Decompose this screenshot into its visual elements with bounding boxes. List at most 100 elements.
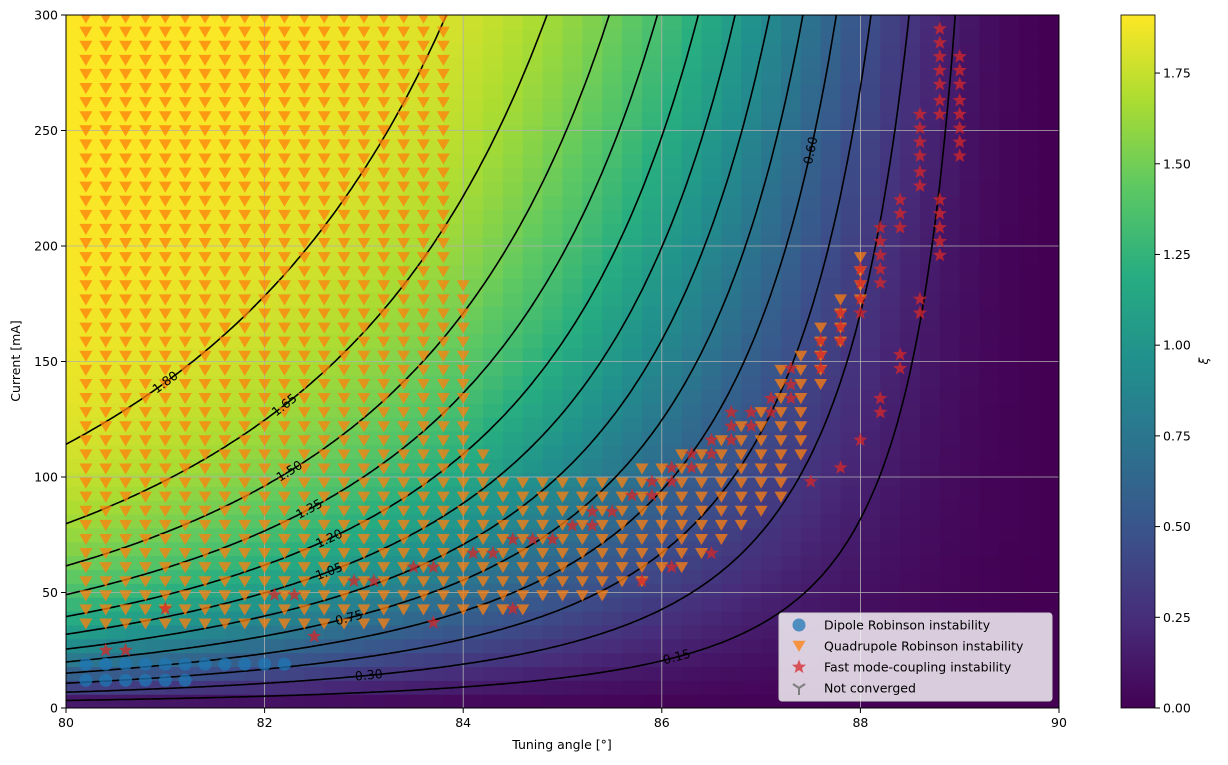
quadrupole-marker — [357, 209, 371, 221]
heatmap-cell — [761, 527, 782, 543]
quadrupole-marker — [317, 223, 331, 235]
quadrupole-marker — [99, 252, 113, 264]
heatmap-cell — [582, 84, 603, 99]
heatmap-cell — [860, 42, 881, 58]
heatmap-cell — [979, 278, 1001, 293]
quadrupole-marker — [436, 195, 450, 207]
heatmap-cell — [304, 125, 325, 141]
quadrupole-marker — [397, 54, 411, 66]
heatmap-cell — [324, 583, 345, 598]
fast-mode-marker — [932, 206, 947, 220]
quadrupole-marker — [436, 238, 450, 250]
fast-mode-marker — [932, 233, 947, 248]
heatmap-cell — [483, 694, 504, 708]
heatmap-cell — [999, 319, 1020, 335]
quadrupole-marker — [297, 449, 311, 461]
heatmap-cell — [562, 84, 583, 99]
heatmap-cell — [483, 319, 504, 335]
heatmap-cell — [959, 209, 981, 224]
quadrupole-marker — [238, 83, 252, 95]
heatmap-cell — [423, 624, 444, 640]
heatmap-cell — [979, 333, 1001, 349]
quadrupole-marker — [119, 153, 133, 165]
quadrupole-marker — [198, 223, 212, 235]
quadrupole-marker — [138, 562, 152, 574]
heatmap-cell — [463, 98, 484, 113]
heatmap-cell — [165, 416, 186, 432]
quadrupole-marker — [178, 576, 192, 588]
quadrupole-marker — [337, 195, 351, 207]
heatmap-cell — [641, 15, 663, 30]
heatmap-cell — [939, 458, 961, 473]
heatmap-cell — [661, 513, 683, 529]
heatmap-cell — [800, 209, 822, 224]
heatmap-cell — [562, 569, 583, 584]
quadrupole-marker — [178, 491, 192, 503]
quadrupole-marker — [297, 125, 311, 137]
quadrupole-marker — [158, 83, 172, 95]
heatmap-cell — [483, 236, 504, 252]
quadrupole-marker — [198, 393, 212, 405]
heatmap-cell — [224, 666, 246, 681]
heatmap-cell — [721, 694, 742, 708]
heatmap-cell — [443, 597, 464, 612]
quadrupole-marker — [158, 252, 172, 264]
heatmap-cell — [363, 486, 385, 501]
heatmap-cell — [1039, 292, 1059, 307]
heatmap-cell — [979, 361, 1001, 376]
heatmap-cell — [443, 444, 464, 460]
quadrupole-marker — [397, 308, 411, 320]
quadrupole-marker — [377, 562, 391, 574]
quadrupole-marker — [119, 111, 133, 123]
quadrupole-marker — [436, 280, 450, 292]
heatmap-cell — [483, 430, 504, 446]
heatmap-cell — [522, 70, 544, 85]
quadrupole-marker — [436, 97, 450, 109]
heatmap-cell — [939, 444, 961, 460]
quadrupole-marker — [337, 125, 351, 137]
colorbar-tick-label: 1.25 — [1163, 247, 1191, 262]
quadrupole-marker — [575, 519, 589, 531]
quadrupole-marker — [198, 209, 212, 221]
quadrupole-marker — [138, 548, 152, 560]
heatmap-cell — [820, 56, 842, 72]
quadrupole-marker — [198, 68, 212, 80]
heatmap-cell — [880, 84, 901, 99]
heatmap-cell — [463, 610, 484, 626]
heatmap-cell — [979, 416, 1001, 432]
heatmap-cell — [403, 167, 425, 182]
heatmap-cell — [840, 15, 861, 30]
quadrupole-marker — [397, 83, 411, 95]
quadrupole-marker — [516, 533, 530, 545]
heatmap-cell — [979, 319, 1001, 335]
heatmap-cell — [403, 112, 425, 127]
quadrupole-marker — [794, 435, 808, 447]
quadrupole-marker — [138, 223, 152, 235]
quadrupole-marker — [377, 407, 391, 419]
heatmap-cell — [999, 209, 1020, 224]
heatmap-cell — [502, 292, 524, 307]
fast-mode-marker — [853, 432, 868, 447]
contour-label-text: 0.75 — [334, 607, 365, 628]
heatmap-cell — [959, 278, 981, 293]
fast-mode-marker — [346, 573, 362, 587]
heatmap-cell — [582, 583, 603, 598]
heatmap-cell — [761, 666, 782, 681]
quadrupole-marker — [357, 435, 371, 447]
quadrupole-marker — [337, 604, 351, 616]
heatmap-cell — [522, 513, 544, 529]
quadrupole-marker — [317, 181, 331, 193]
heatmap-cell — [959, 527, 981, 543]
heatmap-cell — [264, 680, 286, 695]
heatmap-cell — [284, 98, 305, 113]
quadrupole-marker — [138, 83, 152, 95]
heatmap-cell — [681, 652, 703, 668]
heatmap-cell — [661, 264, 683, 279]
heatmap-cell — [542, 333, 564, 349]
quadrupole-marker — [794, 378, 808, 390]
heatmap-cell — [582, 181, 603, 196]
heatmap-cell — [205, 486, 226, 501]
heatmap-cell — [463, 153, 484, 169]
heatmap-cell — [900, 486, 921, 501]
x-tick-label: 86 — [654, 715, 670, 730]
